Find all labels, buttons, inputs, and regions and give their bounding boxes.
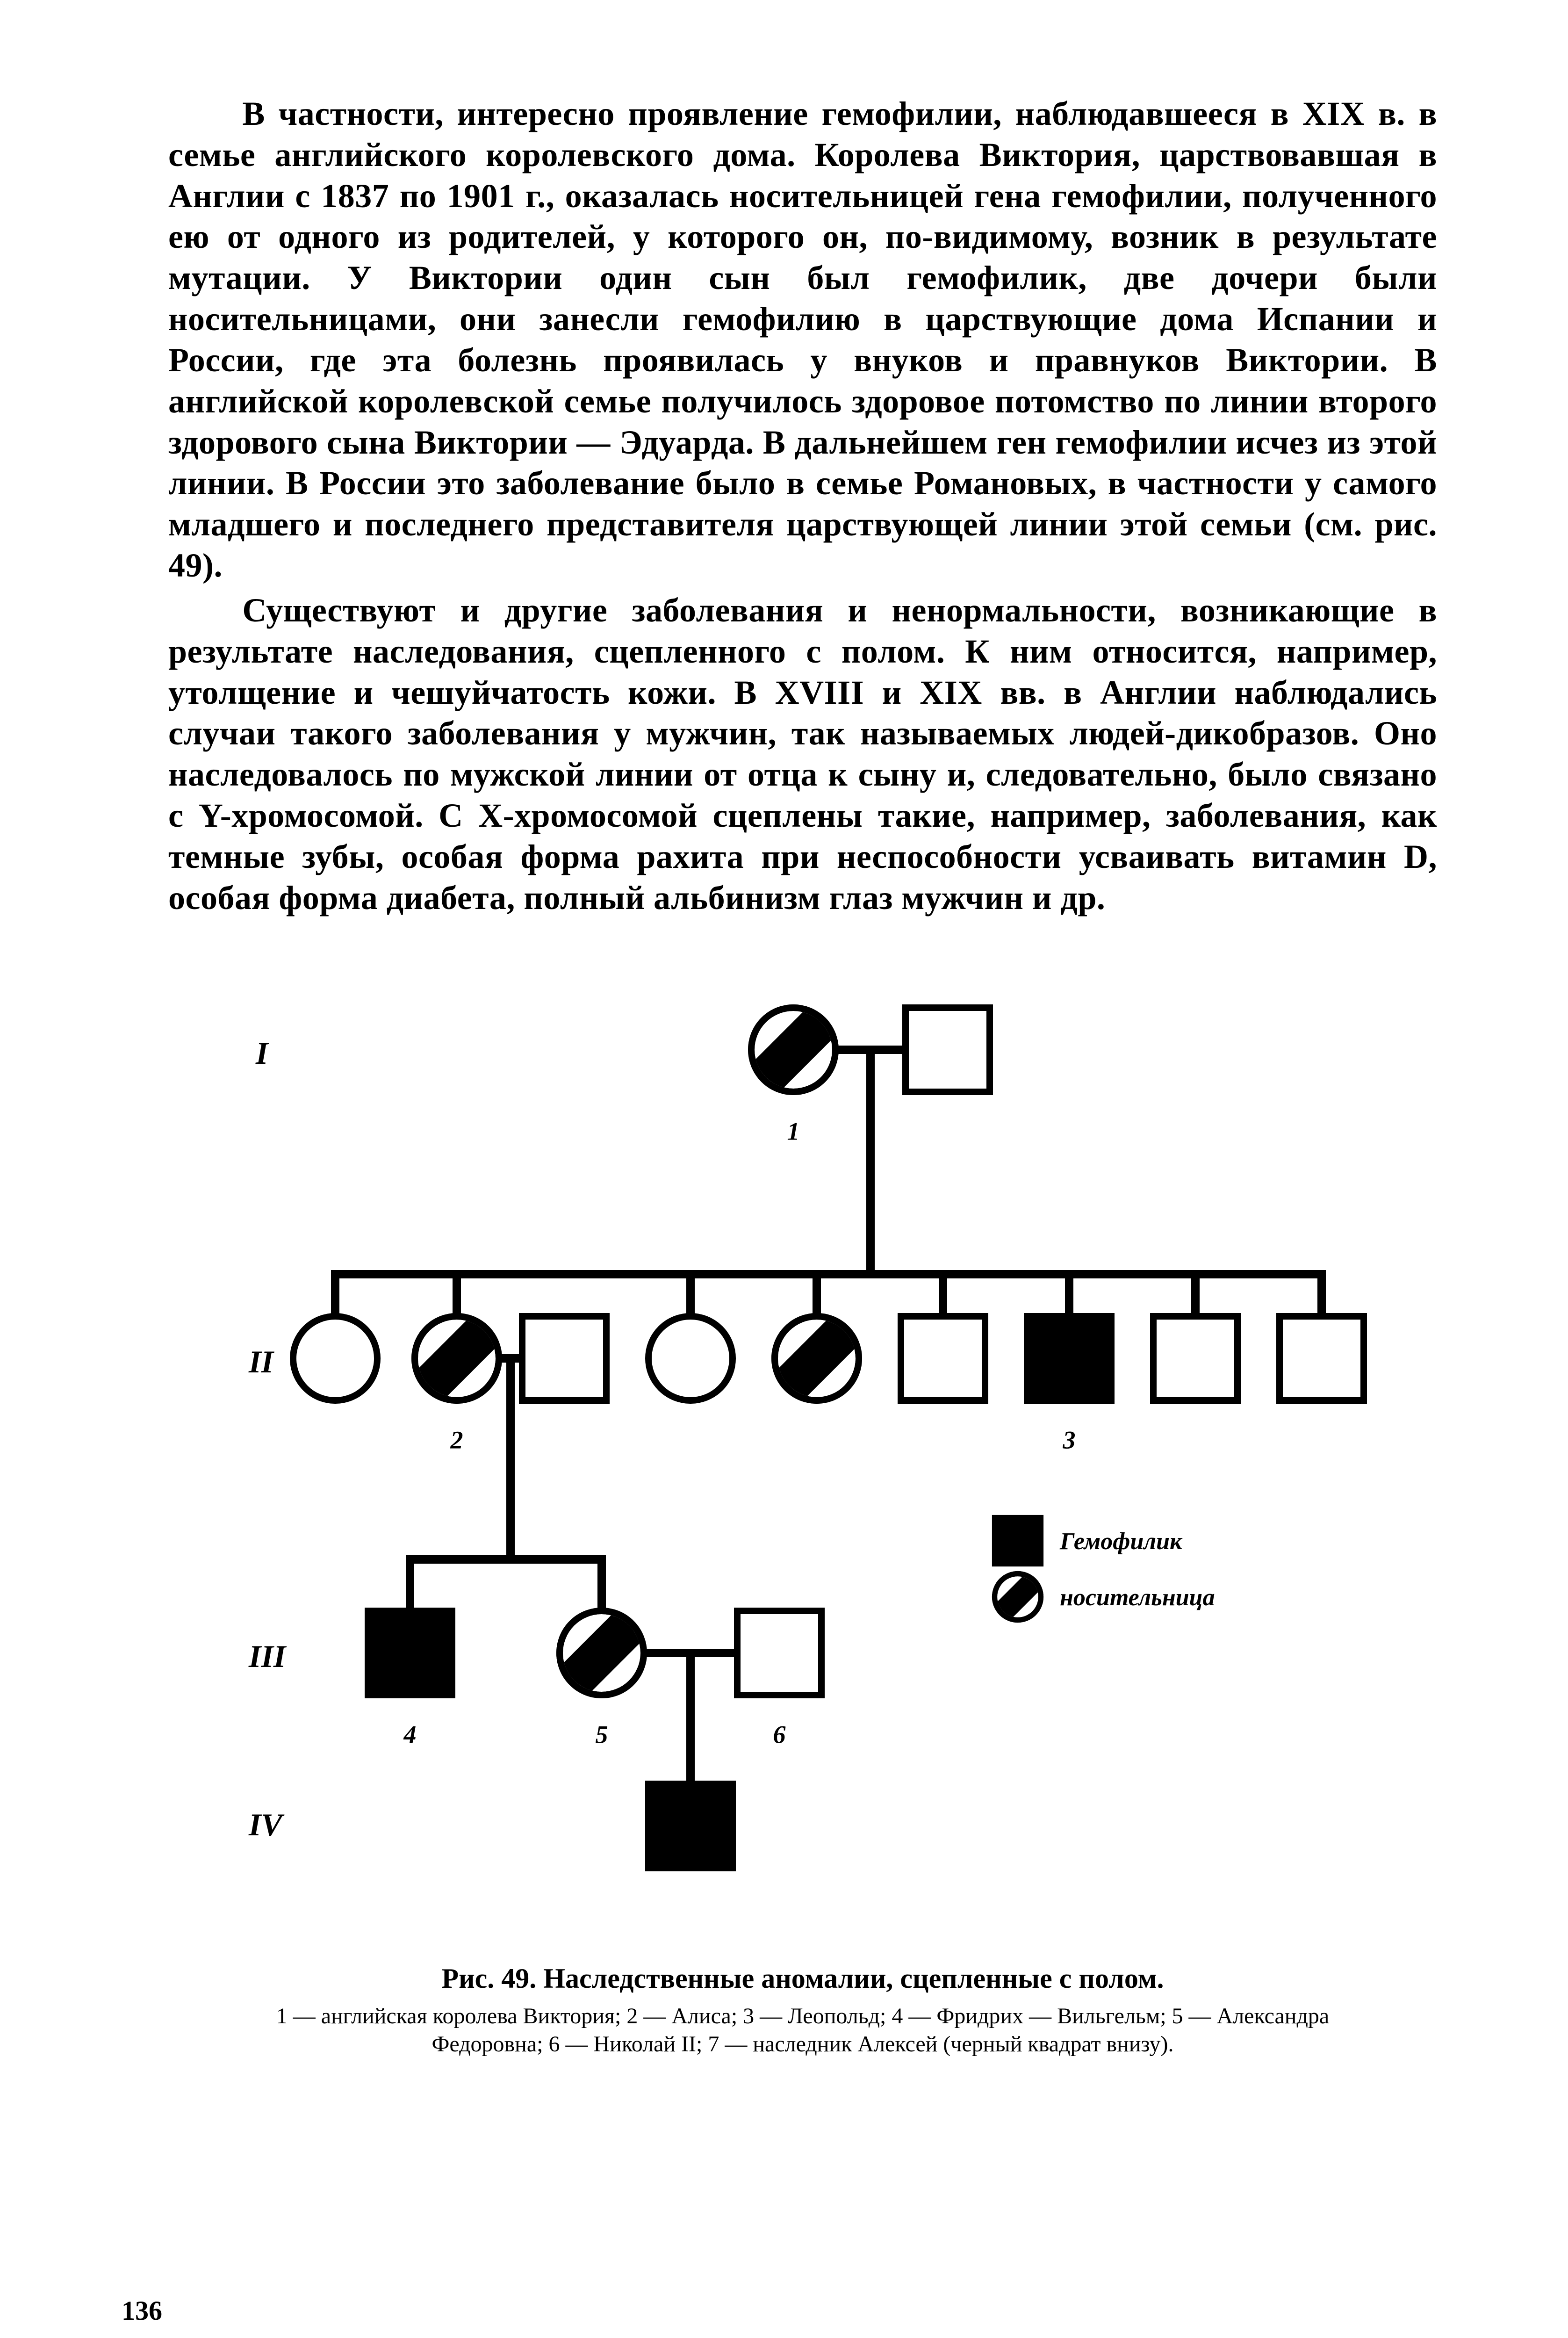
page-number: 136 — [122, 2295, 162, 2328]
generation-label: I — [255, 1035, 269, 1071]
node-number: 1 — [787, 1117, 800, 1145]
generation-label: IV — [248, 1807, 284, 1842]
node-number: 2 — [450, 1426, 463, 1454]
legend-label: носительница — [1060, 1584, 1215, 1611]
figure-subcaption: 1 — английская королева Виктория; 2 — Ал… — [218, 2002, 1387, 2058]
figure-caption: Рис. 49. Наследственные аномалии, сцепле… — [168, 1962, 1437, 1996]
generation-label: III — [248, 1638, 287, 1674]
pedigree-diagram: 123456IIIIIIIVГемофиликносительница — [195, 975, 1410, 1934]
legend-label: Гемофилик — [1059, 1528, 1183, 1555]
node-number: 6 — [773, 1720, 786, 1748]
paragraph-1: В частности, интересно проявление гемофи… — [168, 94, 1437, 586]
node-number: 3 — [1063, 1426, 1076, 1454]
node-number: 5 — [596, 1720, 608, 1748]
page: В частности, интересно проявление гемофи… — [0, 0, 1568, 2338]
pedigree-figure: 123456IIIIIIIVГемофиликносительница — [195, 975, 1410, 1934]
generation-label: II — [248, 1344, 274, 1379]
node-number: 4 — [403, 1720, 417, 1748]
paragraph-2: Существуют и другие заболевания и ненорм… — [168, 590, 1437, 919]
